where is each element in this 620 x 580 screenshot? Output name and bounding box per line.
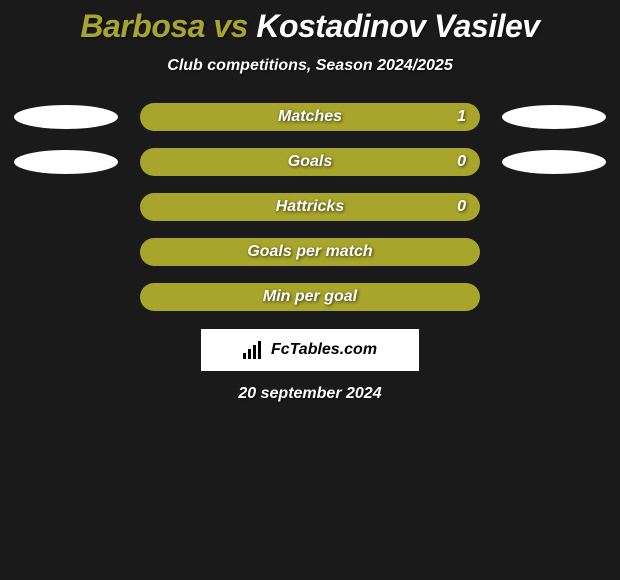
season-subtitle: Club competitions, Season 2024/2025 [167, 57, 452, 75]
attribution-text: FcTables.com [271, 341, 377, 359]
stat-label: Goals [288, 153, 332, 171]
stat-row: Goals 0 [0, 148, 620, 176]
stat-bar: Matches 1 [140, 103, 480, 131]
right-ellipse [502, 150, 606, 174]
stat-label: Hattricks [276, 198, 344, 216]
attribution-badge: FcTables.com [201, 329, 419, 371]
bar-chart-icon [243, 341, 265, 359]
player-left-name: Barbosa [80, 8, 205, 44]
left-ellipse [14, 105, 118, 129]
stat-row: Min per goal [0, 283, 620, 311]
player-right-name: Kostadinov Vasilev [256, 8, 539, 44]
date-label: 20 september 2024 [238, 385, 381, 403]
stat-row: Matches 1 [0, 103, 620, 131]
comparison-title: Barbosa vs Kostadinov Vasilev [80, 8, 539, 45]
right-ellipse [502, 105, 606, 129]
stat-value-right: 1 [457, 108, 466, 126]
stat-bar: Min per goal [140, 283, 480, 311]
stat-value-right: 0 [457, 198, 466, 216]
stat-value-right: 0 [457, 153, 466, 171]
left-ellipse [14, 150, 118, 174]
left-ellipse-empty [14, 240, 118, 264]
stat-label: Min per goal [263, 288, 357, 306]
stat-row: Hattricks 0 [0, 193, 620, 221]
left-ellipse-empty [14, 285, 118, 309]
left-ellipse-empty [14, 195, 118, 219]
stat-label: Goals per match [247, 243, 372, 261]
right-ellipse-empty [502, 195, 606, 219]
stat-bar: Goals per match [140, 238, 480, 266]
right-ellipse-empty [502, 285, 606, 309]
right-ellipse-empty [502, 240, 606, 264]
stat-bar: Goals 0 [140, 148, 480, 176]
vs-separator: vs [213, 8, 248, 44]
comparison-infographic: Barbosa vs Kostadinov Vasilev Club compe… [0, 0, 620, 403]
stat-label: Matches [278, 108, 342, 126]
stat-rows-container: Matches 1 Goals 0 Hattricks 0 Goals per match M… [0, 103, 620, 311]
stat-row: Goals per match [0, 238, 620, 266]
stat-bar: Hattricks 0 [140, 193, 480, 221]
